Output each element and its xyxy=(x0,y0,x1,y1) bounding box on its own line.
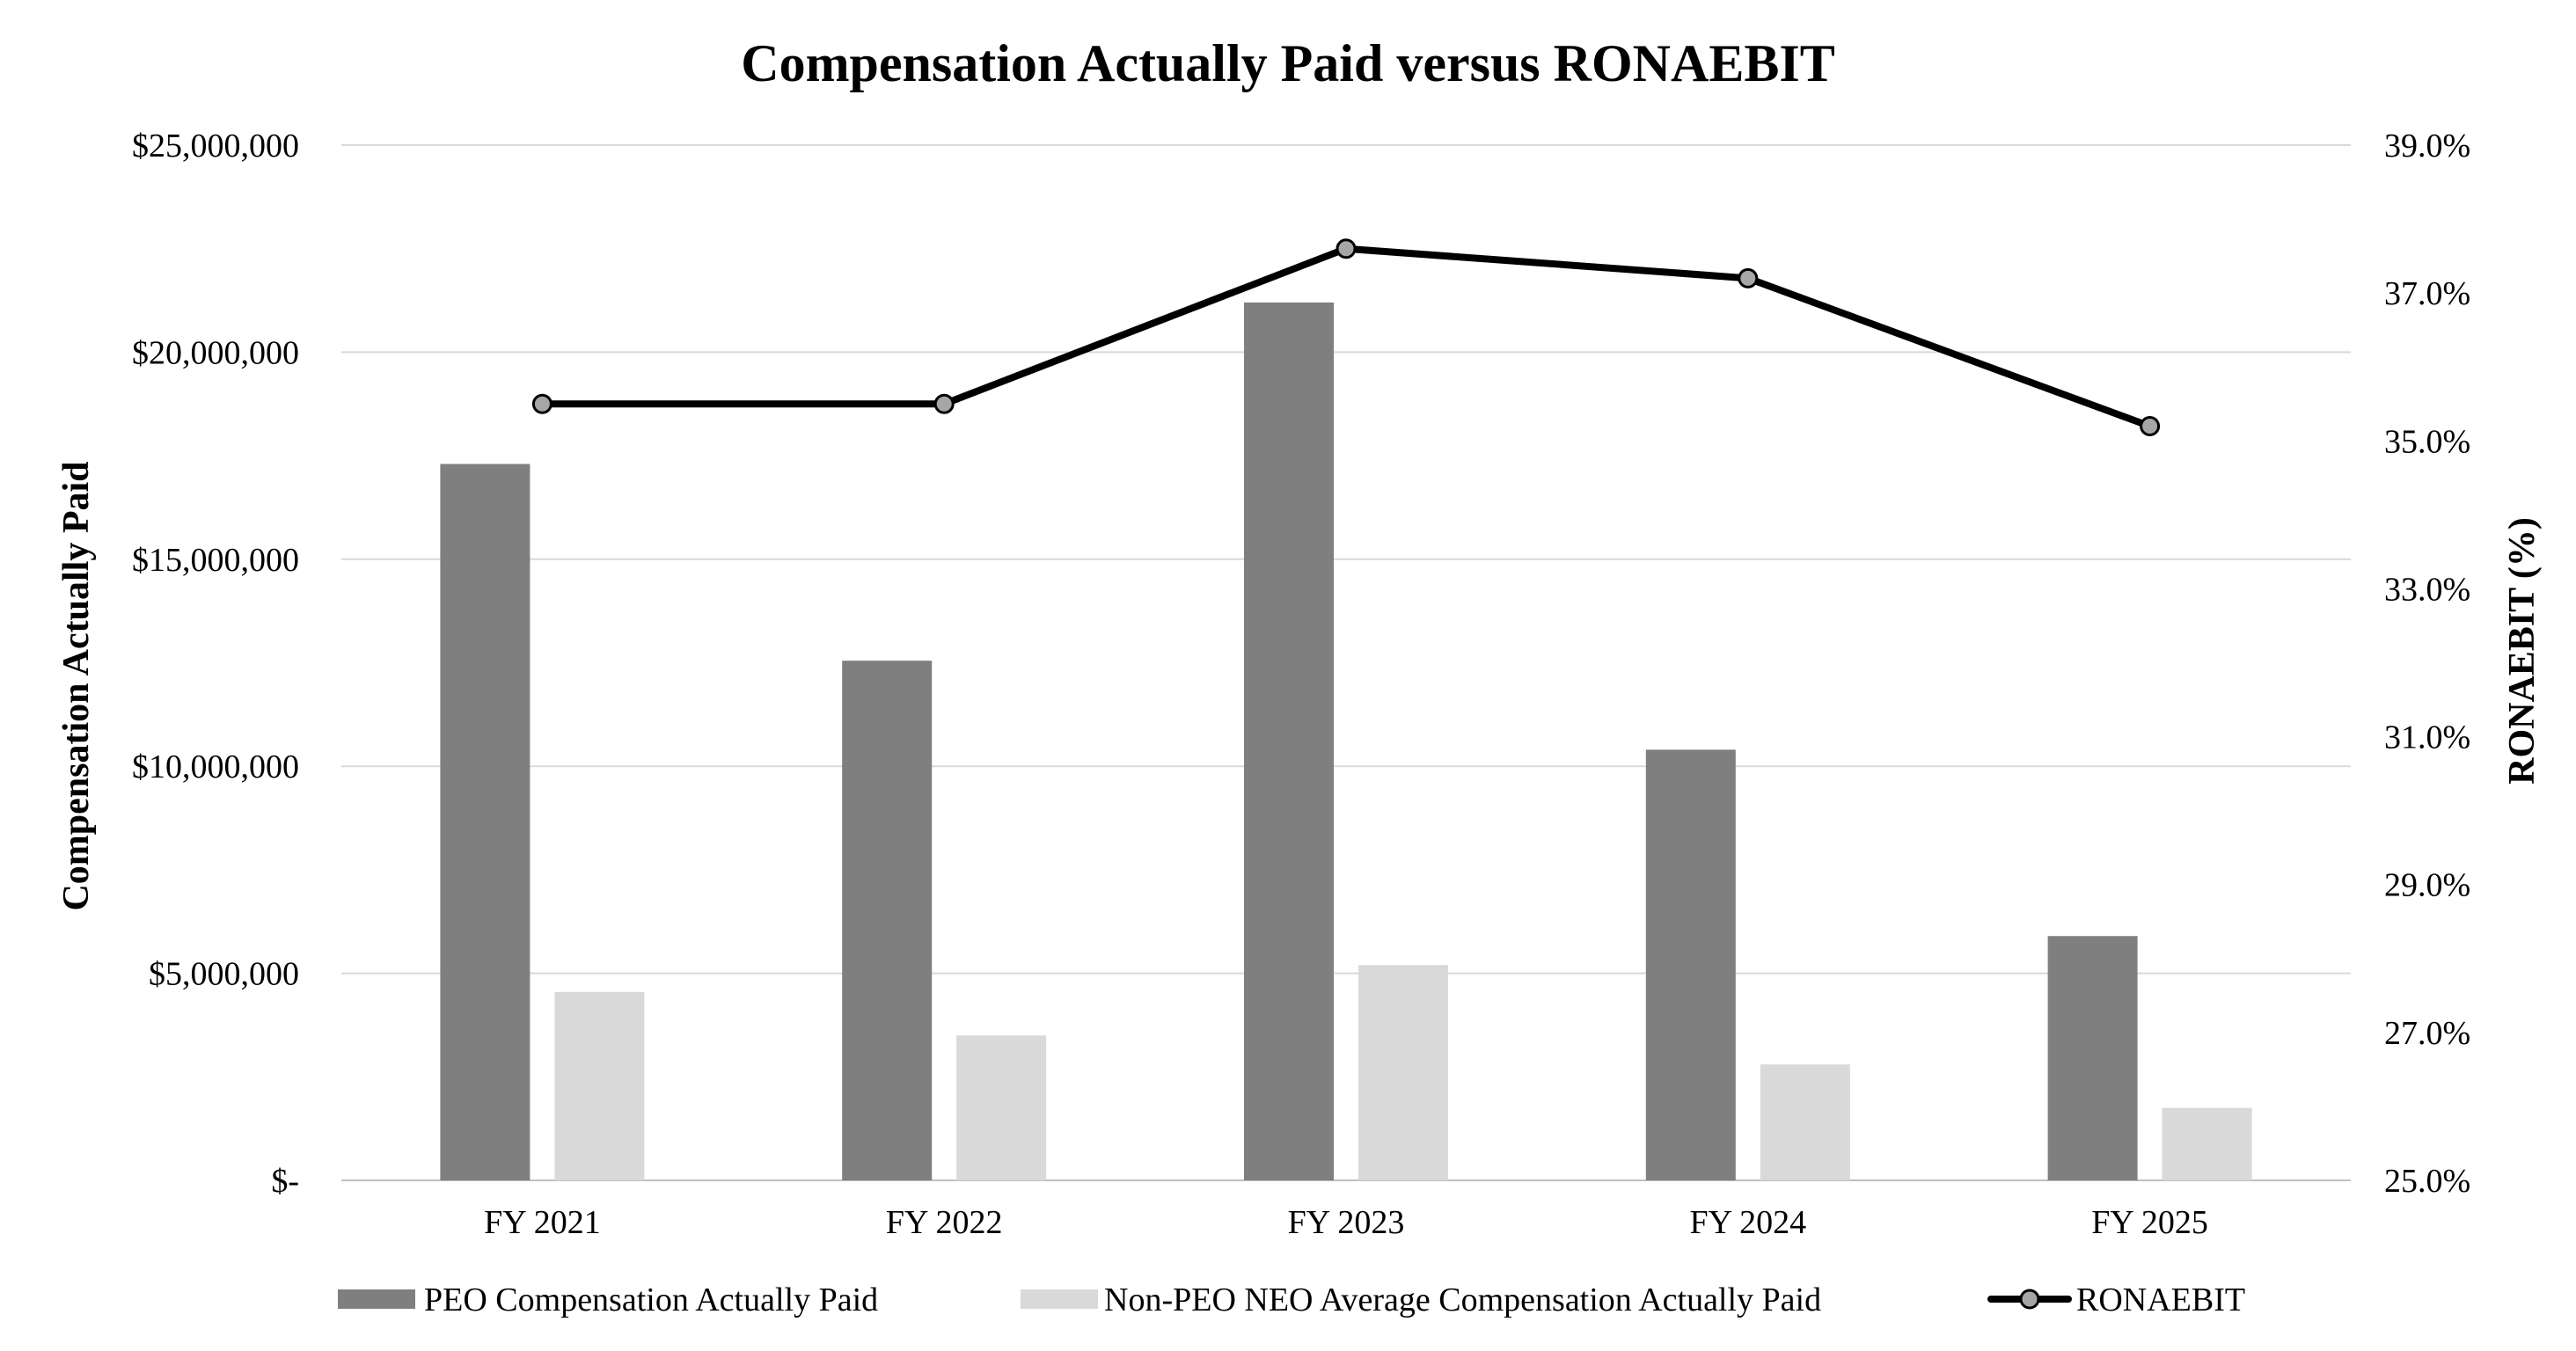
legend-swatch-ronaebit-marker xyxy=(2019,1289,2040,1310)
legend-label: PEO Compensation Actually Paid xyxy=(424,1282,878,1318)
bar-peo xyxy=(2047,936,2138,1180)
bar-non-peo-neo xyxy=(956,1035,1047,1180)
ronaebit-point xyxy=(531,393,553,414)
x-tick-label: FY 2024 xyxy=(1689,1204,1806,1241)
bars xyxy=(440,302,2252,1180)
legend-swatch-peo xyxy=(338,1289,415,1309)
bar-peo xyxy=(842,661,933,1180)
gridlines xyxy=(341,144,2351,1181)
y-axis-left-title: Compensation Actually Paid xyxy=(56,461,97,910)
y-right-tick-label: 39.0% xyxy=(2384,128,2470,164)
y-axis-right-ticks: 25.0% 27.0% 29.0% 31.0% 33.0% 35.0% 37.0% 39.0% xyxy=(2384,128,2470,1200)
bar-non-peo-neo xyxy=(2162,1107,2252,1180)
y-axis-right-title: RONAEBIT (%) xyxy=(2502,517,2543,785)
x-tick-label: FY 2022 xyxy=(886,1204,1003,1241)
legend-swatch-non-peo-neo xyxy=(1021,1289,1098,1309)
legend-label: RONAEBIT xyxy=(2076,1282,2245,1318)
ronaebit-point xyxy=(2140,415,2161,436)
y-left-tick-label: $25,000,000 xyxy=(132,128,299,164)
bar-non-peo-neo xyxy=(554,991,645,1180)
bar-peo xyxy=(1244,302,1334,1180)
x-tick-label: FY 2021 xyxy=(484,1204,601,1241)
y-axis-left-ticks: $- $5,000,000 $10,000,000 $15,000,000 $20,00… xyxy=(132,128,299,1200)
bar-non-peo-neo xyxy=(1760,1064,1850,1180)
ronaebit-point xyxy=(1738,267,1759,288)
y-right-tick-label: 29.0% xyxy=(2384,867,2470,904)
y-left-tick-label: $10,000,000 xyxy=(132,749,299,785)
y-left-tick-label: $15,000,000 xyxy=(132,542,299,579)
legend: PEO Compensation Actually Paid Non-PEO NE… xyxy=(338,1282,2245,1318)
y-left-tick-label: $5,000,000 xyxy=(149,956,299,993)
bar-non-peo-neo xyxy=(1358,965,1448,1180)
ronaebit-point xyxy=(933,393,955,414)
ronaebit-line xyxy=(538,245,2154,430)
bar-peo xyxy=(440,464,531,1180)
bar-peo xyxy=(1645,749,1736,1180)
y-right-tick-label: 37.0% xyxy=(2384,275,2470,312)
x-tick-label: FY 2023 xyxy=(1288,1204,1405,1241)
x-tick-label: FY 2025 xyxy=(2091,1204,2208,1241)
y-right-tick-label: 31.0% xyxy=(2384,719,2470,756)
y-left-tick-label: $- xyxy=(271,1163,299,1200)
ronaebit-line-layer xyxy=(531,238,2161,436)
y-right-tick-label: 25.0% xyxy=(2384,1163,2470,1200)
ronaebit-point xyxy=(1336,238,1357,259)
y-right-tick-label: 35.0% xyxy=(2384,423,2470,460)
legend-label: Non-PEO NEO Average Compensation Actuall… xyxy=(1104,1282,1821,1318)
chart-title: Compensation Actually Paid versus RONAEB… xyxy=(741,34,1834,92)
y-right-tick-label: 27.0% xyxy=(2384,1015,2470,1052)
y-right-tick-label: 33.0% xyxy=(2384,571,2470,608)
x-axis-ticks: FY 2021 FY 2022 FY 2023 FY 2024 FY 2025 xyxy=(484,1204,2208,1241)
y-left-tick-label: $20,000,000 xyxy=(132,334,299,371)
